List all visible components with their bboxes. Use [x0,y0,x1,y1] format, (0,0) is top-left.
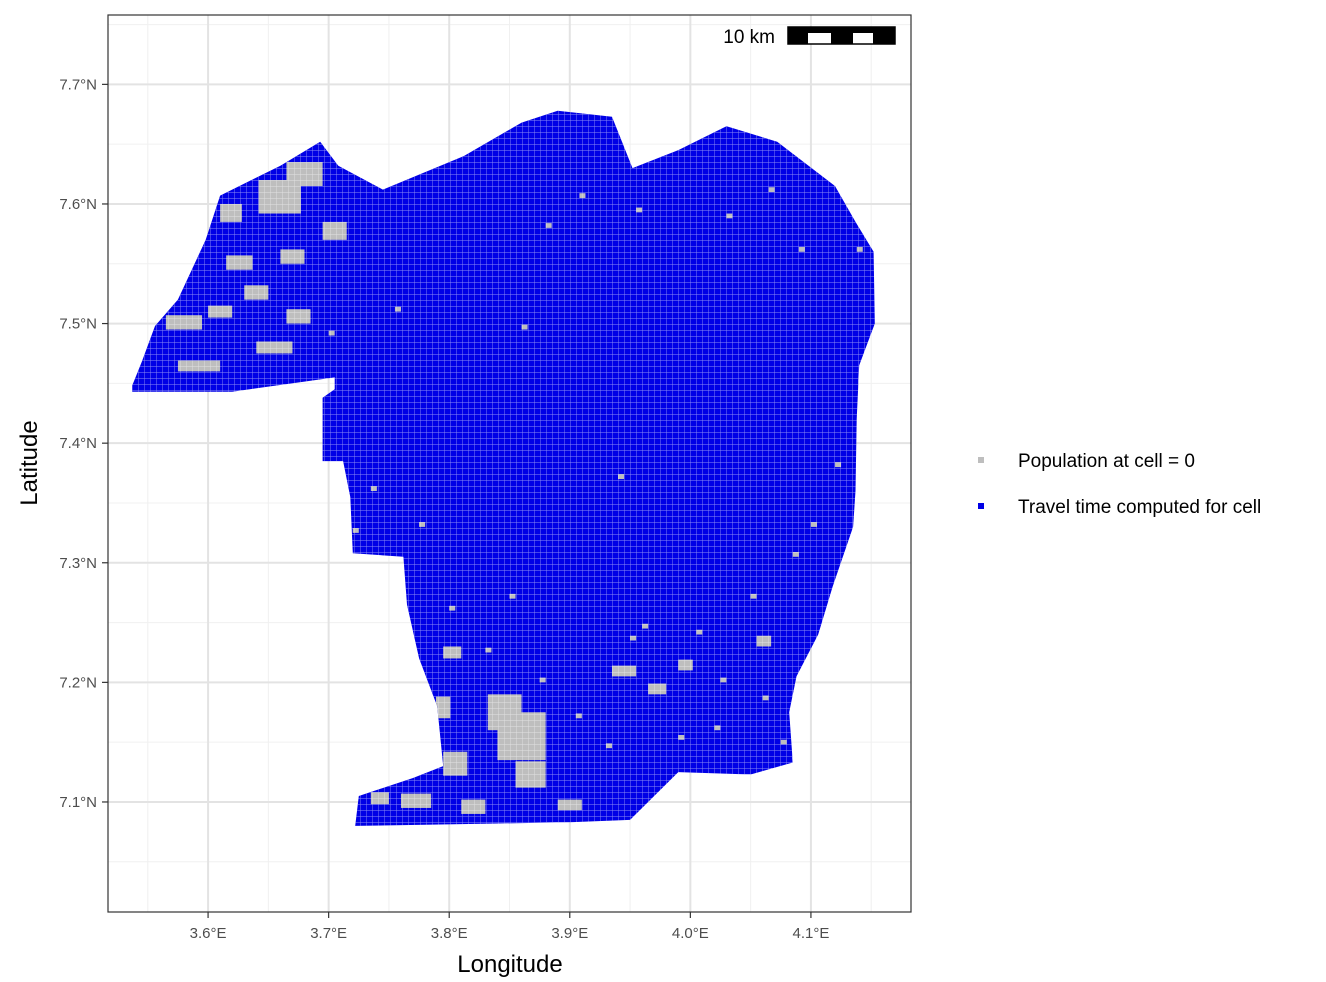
y-tick-label: 7.5°N [59,316,97,333]
x-tick-label: 4.0°E [672,925,709,942]
y-axis-title: Latitude [16,420,43,505]
raster-cell-grid [132,110,875,826]
y-tick-label: 7.3°N [59,555,97,572]
legend-key [978,457,984,463]
y-tick-label: 7.1°N [59,794,97,811]
x-axis-title: Longitude [457,951,562,978]
legend-key [978,503,984,509]
x-tick-label: 3.6°E [190,925,227,942]
legend-label: Travel time computed for cell [1018,497,1261,518]
y-tick-label: 7.7°N [59,76,97,93]
legend: Population at cell = 0 Travel time comput… [978,451,1261,518]
x-tick-label: 3.7°E [310,925,347,942]
scale-bar-segment [788,27,895,33]
y-tick-label: 7.4°N [59,435,97,452]
x-tick-label: 4.1°E [792,925,829,942]
map-layer [132,110,875,826]
scale-bar-label: 10 km [723,27,775,48]
y-tick-label: 7.2°N [59,674,97,691]
axis-ticks: 3.6°E 3.7°E 3.8°E 3.9°E 4.0°E 4.1°E 7.1°N 7.2°N… [59,76,829,942]
legend-label: Population at cell = 0 [1018,451,1195,472]
x-tick-label: 3.8°E [431,925,468,942]
y-tick-label: 7.6°N [59,196,97,213]
panel-border [107,14,912,913]
scale-bar: 10 km [723,26,896,48]
x-tick-label: 3.9°E [551,925,588,942]
